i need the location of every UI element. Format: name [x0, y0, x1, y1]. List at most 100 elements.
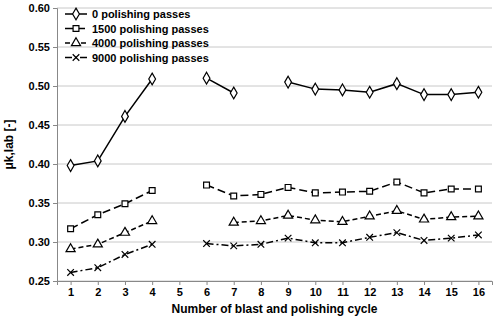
- x-tick: 14: [418, 281, 431, 298]
- data-point: [392, 206, 401, 214]
- x-tick-label: 12: [364, 286, 376, 298]
- x-tick-label: 4: [150, 286, 157, 298]
- x-tick-label: 7: [231, 286, 237, 298]
- data-point: [120, 227, 129, 235]
- y-tick-mark: [53, 164, 57, 165]
- y-tick: 0.55: [29, 41, 57, 53]
- y-tick: 0.25: [29, 275, 57, 287]
- data-point: [203, 72, 210, 84]
- chart: 0.250.300.350.400.450.500.550.6012345678…: [0, 0, 500, 319]
- y-tick-mark: [53, 203, 57, 204]
- data-point: [340, 189, 346, 195]
- legend-label: 9000 polishing passes: [92, 52, 209, 64]
- data-point: [448, 89, 455, 101]
- x-axis-line: [58, 282, 493, 286]
- data-point: [122, 201, 128, 207]
- x-tick-mark: [98, 281, 99, 285]
- y-tick-mark: [53, 125, 57, 126]
- data-point: [421, 190, 427, 196]
- data-point: [94, 155, 101, 167]
- data-point: [95, 212, 101, 218]
- x-tick-label: 5: [177, 286, 183, 298]
- y-tick-label: 0.40: [29, 158, 50, 170]
- legend-item: 0 polishing passes: [65, 8, 190, 20]
- series-markers: [67, 72, 482, 171]
- data-point: [122, 251, 129, 258]
- data-point: [393, 78, 400, 90]
- legend-marker: [73, 54, 80, 61]
- x-axis-title: Number of blast and polishing cycle: [171, 302, 377, 316]
- data-point: [447, 212, 456, 220]
- data-point: [66, 244, 75, 252]
- x-tick-mark: [234, 281, 235, 285]
- y-tick-label: 0.30: [29, 236, 50, 248]
- series-markers: [66, 206, 483, 252]
- x-axis: 12345678910111213141516: [58, 281, 493, 298]
- data-point: [258, 241, 265, 248]
- x-tick-mark: [424, 281, 425, 285]
- x-tick-label: 10: [310, 286, 322, 298]
- data-point: [230, 243, 237, 250]
- data-point: [312, 190, 318, 196]
- series-markers: [67, 229, 481, 275]
- x-tick-mark: [342, 281, 343, 285]
- x-tick-mark: [179, 281, 180, 285]
- data-point: [448, 235, 455, 242]
- y-tick-label: 0.35: [29, 197, 50, 209]
- legend-label: 1500 polishing passes: [92, 23, 209, 35]
- plot-area: 0.250.300.350.400.450.500.550.6012345678…: [29, 2, 493, 298]
- data-point: [339, 84, 346, 96]
- x-tick-label: 13: [391, 286, 403, 298]
- legend-marker: [71, 38, 80, 46]
- x-tick-mark: [315, 281, 316, 285]
- data-point: [258, 192, 264, 198]
- x-tick: 7: [231, 281, 237, 298]
- data-point: [149, 188, 155, 194]
- y-tick-label: 0.45: [29, 119, 50, 131]
- data-point: [204, 182, 210, 188]
- x-tick-label: 9: [286, 286, 292, 298]
- data-point: [285, 184, 291, 190]
- y-tick: 0.50: [29, 80, 57, 92]
- data-point: [367, 188, 373, 194]
- data-point: [285, 76, 292, 88]
- data-point: [475, 86, 482, 98]
- x-tick: 1: [68, 281, 74, 298]
- data-point: [366, 86, 373, 98]
- data-point: [421, 237, 428, 244]
- x-tick: 11: [337, 281, 349, 298]
- legend-marker: [73, 8, 80, 20]
- y-tick-label: 0.60: [29, 2, 50, 14]
- legend: 0 polishing passes1500 polishing passes4…: [65, 8, 209, 64]
- y-tick: 0.40: [29, 158, 57, 170]
- series-line: [71, 78, 479, 165]
- grid: [57, 8, 492, 281]
- y-tick: 0.35: [29, 197, 57, 209]
- data-point: [339, 239, 346, 246]
- data-point: [284, 210, 293, 218]
- x-tick-mark: [397, 281, 398, 285]
- grid-line: [57, 125, 492, 126]
- x-tick: 10: [310, 281, 322, 298]
- data-point: [312, 83, 319, 95]
- data-point: [122, 111, 129, 123]
- y-axis-title: μk,lab [-]: [2, 119, 16, 169]
- y-tick-label: 0.25: [29, 275, 50, 287]
- x-tick-mark: [288, 281, 289, 285]
- data-point: [285, 235, 292, 242]
- data-point: [230, 87, 237, 99]
- y-tick-mark: [53, 242, 57, 243]
- x-tick-mark: [152, 281, 153, 285]
- data-point: [231, 193, 237, 199]
- x-tick-label: 2: [95, 286, 101, 298]
- data-point: [311, 215, 320, 223]
- data-point: [67, 269, 74, 276]
- y-tick-mark: [53, 281, 57, 282]
- x-tick-label: 11: [337, 286, 349, 298]
- grid-line: [57, 164, 492, 165]
- data-point: [312, 239, 319, 246]
- x-tick-mark: [478, 281, 479, 285]
- x-tick-mark: [261, 281, 262, 285]
- legend-item: 1500 polishing passes: [65, 23, 209, 35]
- y-tick-mark: [53, 47, 57, 48]
